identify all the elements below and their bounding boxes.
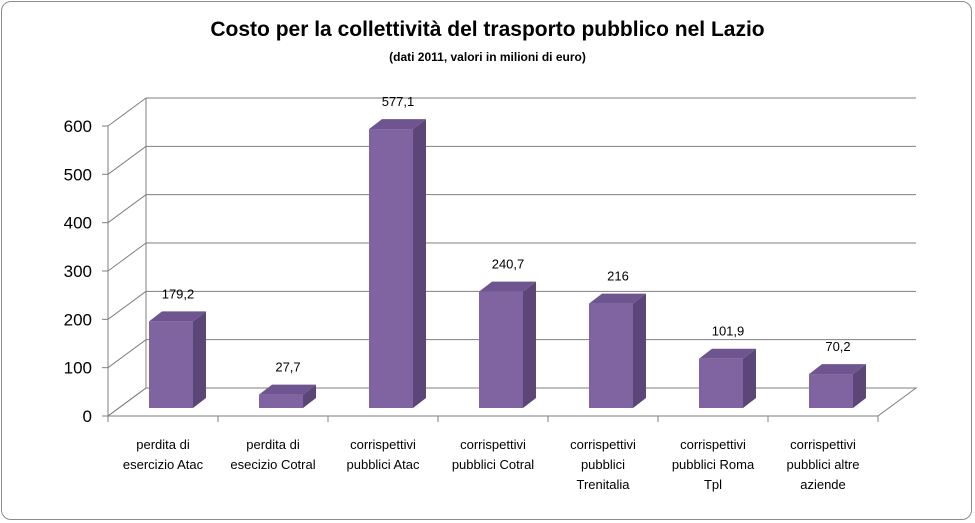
gridline-side: [107, 290, 147, 320]
bar-side: [193, 311, 206, 408]
category-label: corrispettivi: [570, 437, 636, 452]
gridline-side: [107, 97, 147, 127]
bar: [589, 293, 646, 408]
category-label: Tpl: [704, 477, 722, 492]
bar-front: [699, 358, 743, 408]
category-label: corrispettivi: [790, 437, 856, 452]
category-label: esecizio Cotral: [230, 457, 315, 472]
bar-top: [809, 364, 866, 375]
bar: [259, 384, 316, 408]
bar-side: [853, 364, 866, 408]
y-tick-label: 500: [64, 165, 92, 184]
category-label: pubblici Cotral: [452, 457, 534, 472]
floor: [106, 387, 918, 417]
data-label: 240,7: [492, 257, 525, 272]
y-tick-label: 100: [64, 359, 92, 378]
bar-front: [259, 394, 303, 408]
bar-top: [699, 348, 756, 359]
bar: [369, 119, 426, 409]
y-tick-label: 200: [64, 310, 92, 329]
bar-side: [743, 348, 756, 408]
gridline-side: [107, 194, 147, 224]
bar: [699, 348, 756, 408]
category-labels: perdita di esercizio Atac perdita di eseciz…: [123, 437, 860, 492]
bar-front: [809, 374, 853, 408]
data-label: 216: [607, 269, 629, 284]
y-tick-label: 600: [64, 117, 92, 136]
category-label: corrispettivi: [680, 437, 746, 452]
chart-title: Costo per la collettività del trasporto …: [210, 18, 765, 41]
category-label: corrispettivi: [350, 437, 416, 452]
data-label: 70,2: [825, 339, 850, 354]
category-label: aziende: [800, 477, 846, 492]
gridline-side: [107, 339, 147, 369]
bar-top: [149, 311, 206, 322]
category-label: perdita di: [136, 437, 190, 452]
bar: [479, 281, 536, 408]
data-label: 101,9: [712, 324, 745, 339]
bar-side: [303, 384, 316, 408]
data-label: 179,2: [162, 286, 195, 301]
bar-top: [259, 384, 316, 395]
bar-front: [589, 303, 633, 408]
gridline-side: [107, 242, 147, 272]
bar-top: [369, 119, 426, 130]
bar-side: [633, 293, 646, 408]
y-tick-label: 300: [64, 262, 92, 281]
axes: 0 100 200 300 400 500 600: [64, 98, 918, 426]
category-label: perdita di: [246, 437, 300, 452]
y-tick-label: 0: [83, 407, 92, 426]
y-tick-label: 400: [64, 214, 92, 233]
data-label: 27,7: [275, 360, 300, 375]
bar-front: [479, 291, 523, 408]
category-label: pubblici altre: [787, 457, 860, 472]
category-label: corrispettivi: [460, 437, 526, 452]
category-label: Trenitalia: [577, 477, 631, 492]
category-label: pubblici: [581, 457, 625, 472]
bar: [149, 311, 206, 408]
bar-top: [589, 293, 646, 304]
data-labels: 179,2 27,7 577,1 240,7 216 101,9 70,2: [162, 94, 851, 375]
bars: [149, 119, 866, 409]
bar-side: [523, 281, 536, 408]
bar-side: [413, 119, 426, 409]
chart-subtitle: (dati 2011, valori in milioni di euro): [389, 50, 586, 64]
bar-top: [479, 281, 536, 292]
bar-front: [369, 129, 413, 408]
bar-front: [149, 321, 193, 408]
data-label: 577,1: [382, 94, 415, 109]
category-label: pubblici Atac: [347, 457, 420, 472]
category-label: pubblici Roma: [672, 457, 755, 472]
bar: [809, 364, 866, 408]
category-label: esercizio Atac: [123, 457, 204, 472]
gridline-side: [107, 145, 147, 175]
